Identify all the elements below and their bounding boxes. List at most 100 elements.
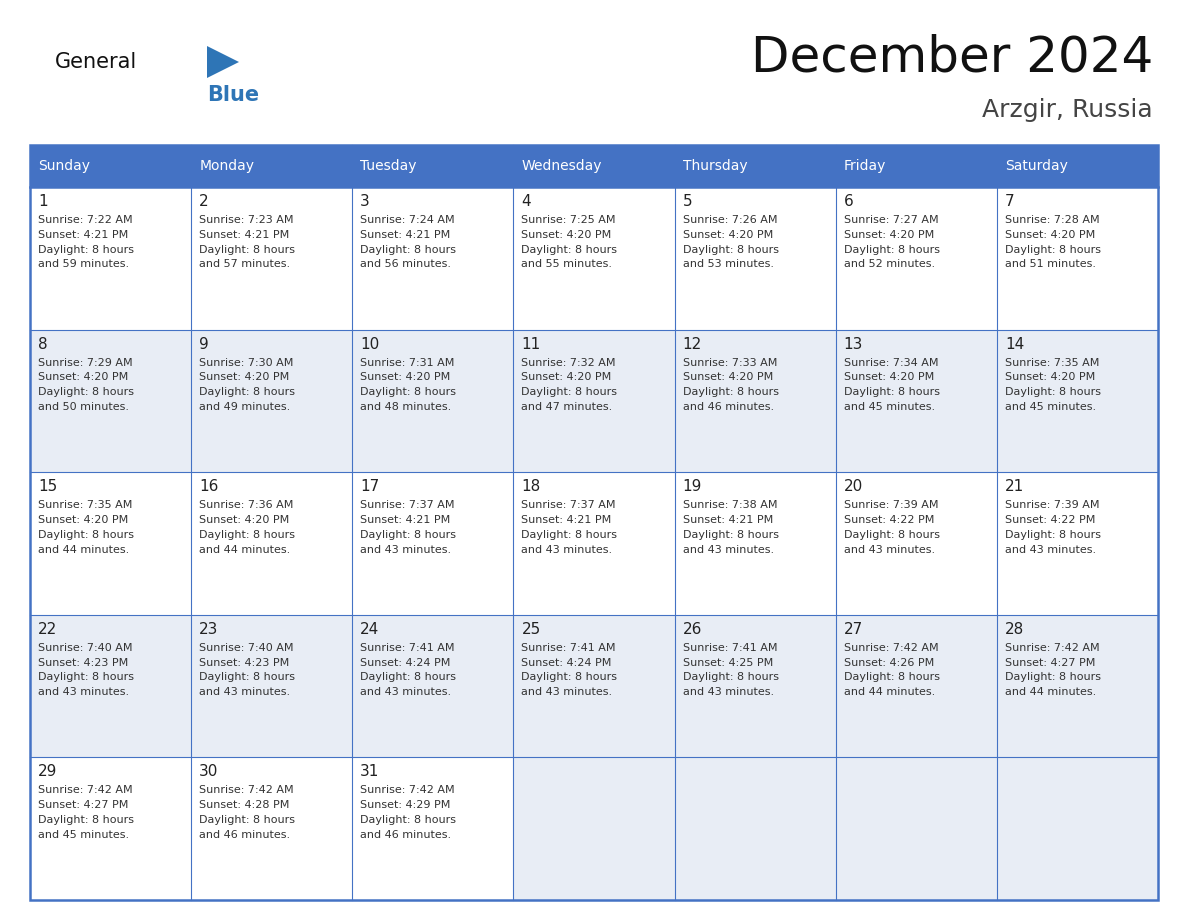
Text: 17: 17 <box>360 479 379 494</box>
Text: 16: 16 <box>200 479 219 494</box>
Text: and 56 minutes.: and 56 minutes. <box>360 260 451 269</box>
Bar <box>353 757 513 900</box>
Text: and 46 minutes.: and 46 minutes. <box>360 830 451 840</box>
Text: Sunset: 4:21 PM: Sunset: 4:21 PM <box>360 515 450 525</box>
Text: Daylight: 8 hours: Daylight: 8 hours <box>843 530 940 540</box>
Text: and 55 minutes.: and 55 minutes. <box>522 260 613 269</box>
Text: Daylight: 8 hours: Daylight: 8 hours <box>683 530 778 540</box>
Text: 24: 24 <box>360 621 379 637</box>
Text: and 52 minutes.: and 52 minutes. <box>843 260 935 269</box>
Text: Daylight: 8 hours: Daylight: 8 hours <box>38 672 134 682</box>
Bar <box>675 757 835 900</box>
Text: Daylight: 8 hours: Daylight: 8 hours <box>360 530 456 540</box>
Bar <box>513 187 675 330</box>
Text: 27: 27 <box>843 621 862 637</box>
Text: Sunset: 4:20 PM: Sunset: 4:20 PM <box>522 230 612 240</box>
Text: Daylight: 8 hours: Daylight: 8 hours <box>843 244 940 254</box>
Text: 28: 28 <box>1005 621 1024 637</box>
Text: Sunset: 4:21 PM: Sunset: 4:21 PM <box>683 515 773 525</box>
Text: Sunrise: 7:40 AM: Sunrise: 7:40 AM <box>38 643 133 653</box>
Text: Sunset: 4:21 PM: Sunset: 4:21 PM <box>200 230 290 240</box>
Bar <box>30 615 191 757</box>
Text: 22: 22 <box>38 621 57 637</box>
Text: 7: 7 <box>1005 194 1015 209</box>
Text: Sunrise: 7:26 AM: Sunrise: 7:26 AM <box>683 215 777 225</box>
Text: 12: 12 <box>683 337 702 352</box>
Text: Sunrise: 7:42 AM: Sunrise: 7:42 AM <box>38 786 133 795</box>
Text: Sunrise: 7:29 AM: Sunrise: 7:29 AM <box>38 358 133 367</box>
Text: Daylight: 8 hours: Daylight: 8 hours <box>200 815 295 825</box>
Text: 5: 5 <box>683 194 693 209</box>
Text: December 2024: December 2024 <box>751 34 1154 82</box>
Text: Daylight: 8 hours: Daylight: 8 hours <box>683 672 778 682</box>
Bar <box>191 615 353 757</box>
Bar <box>997 330 1158 472</box>
Text: 4: 4 <box>522 194 531 209</box>
Bar <box>675 187 835 330</box>
Text: 21: 21 <box>1005 479 1024 494</box>
Text: Daylight: 8 hours: Daylight: 8 hours <box>843 387 940 397</box>
Text: Sunrise: 7:42 AM: Sunrise: 7:42 AM <box>200 786 293 795</box>
Text: Daylight: 8 hours: Daylight: 8 hours <box>522 387 618 397</box>
Text: Sunrise: 7:33 AM: Sunrise: 7:33 AM <box>683 358 777 367</box>
Text: Sunrise: 7:39 AM: Sunrise: 7:39 AM <box>843 500 939 510</box>
Text: Thursday: Thursday <box>683 159 747 173</box>
Text: Sunset: 4:29 PM: Sunset: 4:29 PM <box>360 800 450 811</box>
Text: Sunrise: 7:38 AM: Sunrise: 7:38 AM <box>683 500 777 510</box>
Text: 14: 14 <box>1005 337 1024 352</box>
Text: Sunrise: 7:41 AM: Sunrise: 7:41 AM <box>360 643 455 653</box>
Text: Daylight: 8 hours: Daylight: 8 hours <box>522 530 618 540</box>
Text: Sunset: 4:24 PM: Sunset: 4:24 PM <box>360 657 450 667</box>
Bar <box>835 187 997 330</box>
Text: and 43 minutes.: and 43 minutes. <box>843 544 935 554</box>
Bar <box>835 145 997 187</box>
Bar <box>353 615 513 757</box>
Text: and 43 minutes.: and 43 minutes. <box>360 688 451 697</box>
Text: Sunrise: 7:40 AM: Sunrise: 7:40 AM <box>200 643 293 653</box>
Bar <box>997 615 1158 757</box>
Text: Sunrise: 7:31 AM: Sunrise: 7:31 AM <box>360 358 455 367</box>
Text: Sunrise: 7:34 AM: Sunrise: 7:34 AM <box>843 358 939 367</box>
Text: Daylight: 8 hours: Daylight: 8 hours <box>360 387 456 397</box>
Text: Sunset: 4:21 PM: Sunset: 4:21 PM <box>38 230 128 240</box>
Text: Daylight: 8 hours: Daylight: 8 hours <box>38 530 134 540</box>
Text: Sunrise: 7:27 AM: Sunrise: 7:27 AM <box>843 215 939 225</box>
Text: Sunset: 4:20 PM: Sunset: 4:20 PM <box>38 515 128 525</box>
Bar <box>997 187 1158 330</box>
Text: and 43 minutes.: and 43 minutes. <box>683 544 773 554</box>
Bar <box>675 472 835 615</box>
Text: Daylight: 8 hours: Daylight: 8 hours <box>522 244 618 254</box>
Text: 2: 2 <box>200 194 209 209</box>
Text: Sunrise: 7:25 AM: Sunrise: 7:25 AM <box>522 215 615 225</box>
Text: Sunrise: 7:37 AM: Sunrise: 7:37 AM <box>522 500 615 510</box>
Text: and 44 minutes.: and 44 minutes. <box>200 544 290 554</box>
Text: 29: 29 <box>38 765 57 779</box>
Text: 20: 20 <box>843 479 862 494</box>
Text: 19: 19 <box>683 479 702 494</box>
Text: and 44 minutes.: and 44 minutes. <box>38 544 129 554</box>
Bar <box>997 145 1158 187</box>
Text: and 45 minutes.: and 45 minutes. <box>38 830 129 840</box>
Bar <box>513 757 675 900</box>
Text: Sunrise: 7:24 AM: Sunrise: 7:24 AM <box>360 215 455 225</box>
Text: Sunrise: 7:23 AM: Sunrise: 7:23 AM <box>200 215 293 225</box>
Text: Wednesday: Wednesday <box>522 159 602 173</box>
Text: Daylight: 8 hours: Daylight: 8 hours <box>1005 530 1101 540</box>
Text: Sunrise: 7:37 AM: Sunrise: 7:37 AM <box>360 500 455 510</box>
Text: and 43 minutes.: and 43 minutes. <box>38 688 129 697</box>
Bar <box>997 472 1158 615</box>
Text: Sunset: 4:20 PM: Sunset: 4:20 PM <box>1005 373 1095 383</box>
Text: Sunrise: 7:22 AM: Sunrise: 7:22 AM <box>38 215 133 225</box>
Text: and 47 minutes.: and 47 minutes. <box>522 402 613 412</box>
Text: Sunrise: 7:35 AM: Sunrise: 7:35 AM <box>38 500 132 510</box>
Text: 15: 15 <box>38 479 57 494</box>
Text: Sunday: Sunday <box>38 159 90 173</box>
Text: General: General <box>55 52 138 72</box>
Bar <box>835 757 997 900</box>
Text: and 51 minutes.: and 51 minutes. <box>1005 260 1095 269</box>
Bar <box>835 615 997 757</box>
Bar <box>353 145 513 187</box>
Text: Sunset: 4:24 PM: Sunset: 4:24 PM <box>522 657 612 667</box>
Text: 6: 6 <box>843 194 853 209</box>
Text: Daylight: 8 hours: Daylight: 8 hours <box>1005 244 1101 254</box>
